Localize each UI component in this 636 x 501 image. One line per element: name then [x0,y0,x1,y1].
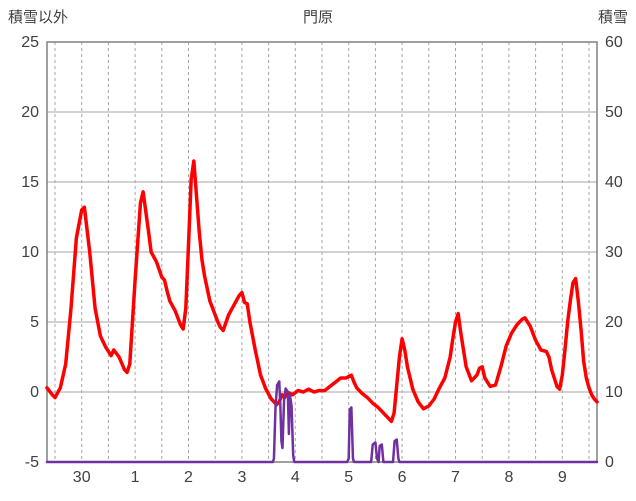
left-axis-tick-labels: 25 20 15 10 5 0 -5 [21,34,39,471]
svg-text:30: 30 [73,469,91,486]
right-axis-tick-labels: 60 50 40 30 20 10 0 [605,34,623,471]
svg-text:5: 5 [30,314,39,331]
svg-text:20: 20 [605,314,623,331]
svg-text:40: 40 [605,174,623,191]
svg-text:10: 10 [605,384,623,401]
svg-text:6: 6 [398,469,407,486]
svg-text:2: 2 [184,469,193,486]
left-axis-title: 積雪以外 [8,9,69,26]
svg-text:10: 10 [21,244,39,261]
svg-text:20: 20 [21,104,39,121]
svg-text:60: 60 [605,34,623,51]
svg-text:0: 0 [30,384,39,401]
svg-text:5: 5 [344,469,353,486]
series-line-right [45,380,599,464]
svg-text:3: 3 [237,469,246,486]
svg-text:8: 8 [504,469,513,486]
svg-text:50: 50 [605,104,623,121]
svg-text:-5: -5 [25,454,39,471]
svg-text:1: 1 [131,469,140,486]
svg-text:4: 4 [291,469,300,486]
right-axis-title: 積雪 [597,9,628,26]
svg-text:7: 7 [451,469,460,486]
svg-text:25: 25 [21,34,39,51]
chart-title: 門原 [302,9,333,26]
svg-text:9: 9 [558,469,567,486]
x-axis-tick-labels: 30 1 2 3 4 5 6 7 8 9 [73,469,567,486]
svg-text:15: 15 [21,174,39,191]
svg-text:30: 30 [605,244,623,261]
series-line-left [45,159,599,424]
svg-text:0: 0 [605,454,614,471]
